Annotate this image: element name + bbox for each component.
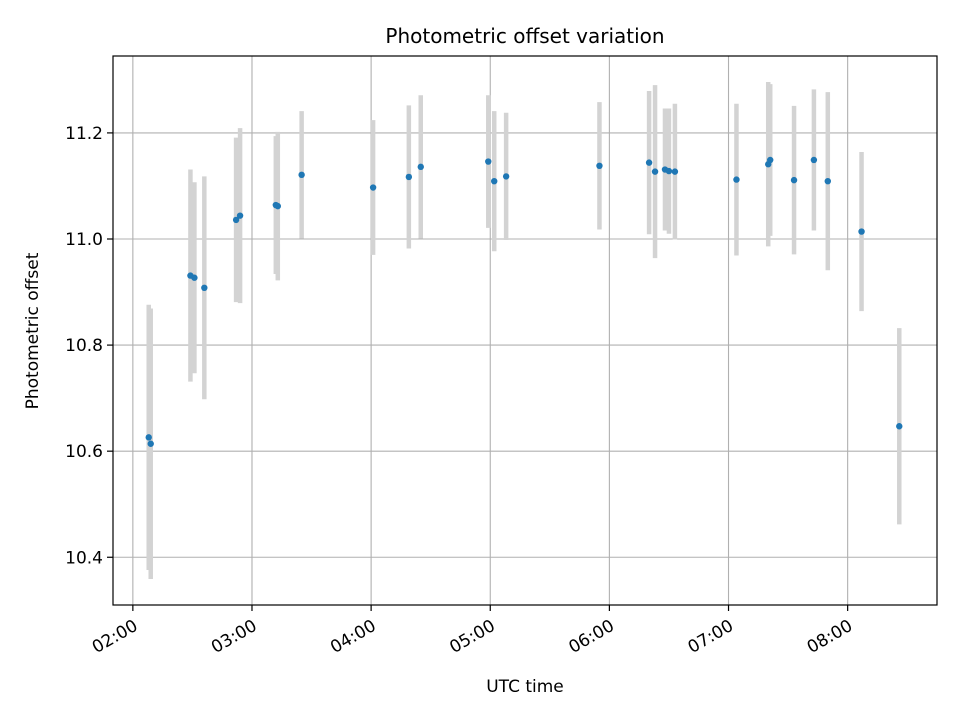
data-point — [145, 434, 152, 441]
y-tick-label: 10.6 — [65, 442, 103, 462]
point-layer — [145, 156, 903, 447]
data-point — [596, 162, 603, 169]
data-point — [191, 274, 198, 281]
data-point — [147, 440, 154, 447]
y-tick-label: 11.0 — [65, 230, 103, 250]
data-point — [201, 284, 208, 291]
data-point — [236, 212, 244, 219]
chart-title: Photometric offset variation — [385, 24, 664, 48]
data-point — [645, 159, 653, 166]
y-tick-label: 11.2 — [65, 124, 103, 144]
x-axis-title: UTC time — [486, 677, 564, 697]
y-tick-label: 10.4 — [65, 548, 103, 568]
data-point — [405, 173, 413, 181]
data-point — [651, 168, 659, 175]
y-axis-title: Photometric offset — [23, 252, 43, 409]
data-point — [369, 184, 377, 191]
data-point — [417, 163, 424, 171]
data-point — [671, 168, 679, 175]
data-point — [485, 158, 492, 165]
plot-frame — [112, 55, 938, 606]
data-point — [665, 167, 673, 175]
data-point — [502, 173, 510, 180]
data-point — [274, 202, 281, 210]
data-point — [790, 176, 798, 184]
data-point — [810, 156, 818, 164]
data-point — [896, 423, 903, 430]
data-point — [824, 177, 831, 185]
data-point — [232, 216, 240, 224]
data-point — [767, 156, 774, 164]
data-point — [733, 176, 740, 183]
data-point — [491, 177, 498, 185]
y-tick-label: 10.8 — [65, 336, 103, 356]
data-point — [858, 228, 865, 235]
data-point — [298, 171, 305, 179]
